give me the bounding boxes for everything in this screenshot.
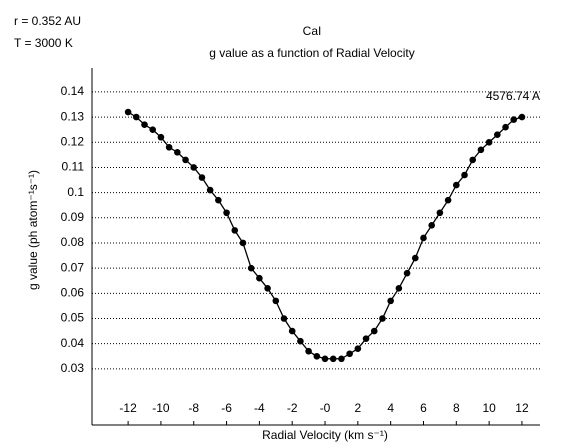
data-point	[461, 171, 468, 179]
data-point	[444, 196, 452, 204]
data-point	[182, 156, 189, 164]
y-tick-label: 0.05	[61, 311, 85, 325]
y-tick-label: 0.08	[61, 235, 85, 249]
data-point	[165, 144, 173, 151]
data-point	[362, 335, 370, 342]
x-tick-label: 4	[387, 401, 394, 415]
data-point	[329, 355, 337, 363]
data-point	[494, 131, 501, 139]
data-point	[264, 284, 271, 292]
data-point	[149, 126, 157, 133]
data-point	[231, 227, 239, 234]
x-tick-label: -8	[188, 401, 199, 415]
data-point	[313, 352, 321, 360]
y-tick-label: 0.11	[62, 160, 85, 174]
data-point	[124, 108, 132, 116]
y-tick-label: 0.06	[61, 285, 85, 299]
data-point	[198, 174, 206, 181]
data-point	[280, 315, 288, 322]
data-point	[305, 347, 312, 355]
data-point	[502, 123, 509, 131]
data-point	[338, 355, 345, 363]
y-tick-label: 0.09	[61, 210, 85, 224]
data-point	[436, 209, 444, 217]
x-tick-label: -4	[254, 401, 265, 415]
x-tick-label: 8	[453, 401, 460, 415]
data-point	[395, 284, 403, 292]
data-point	[379, 315, 386, 322]
data-point	[518, 113, 526, 121]
y-tick-label: 0.14	[61, 84, 85, 98]
data-point	[354, 345, 362, 353]
x-axis-label: Radial Velocity (km s⁻¹)	[262, 428, 388, 442]
data-point	[387, 297, 394, 305]
data-point	[370, 327, 378, 335]
annotation: r = 0.352 AU	[14, 14, 81, 28]
data-point	[223, 209, 230, 217]
data-point	[485, 138, 493, 146]
x-tick-label: -6	[221, 401, 232, 415]
data-point	[403, 269, 411, 277]
x-tick-label: -12	[119, 401, 137, 415]
y-tick-label: 0.04	[61, 336, 85, 350]
data-point	[469, 156, 477, 164]
y-tick-label: 0.12	[61, 134, 85, 148]
y-tick-label: 0.13	[61, 109, 85, 123]
y-tick-label: 0.07	[61, 260, 85, 274]
data-point	[453, 181, 460, 189]
x-tick-label: -2	[287, 401, 298, 415]
annotation: T = 3000 K	[14, 36, 73, 50]
series-label: 4576.74 A	[486, 89, 540, 103]
series-line	[127, 111, 523, 360]
data-point	[297, 337, 304, 345]
data-point	[157, 133, 165, 141]
chart-title: CaI	[303, 24, 322, 38]
data-point	[346, 350, 353, 358]
data-point	[256, 274, 263, 282]
y-axis-label: g value (ph atom⁻¹s⁻¹)	[26, 170, 40, 290]
y-tick-label: 0.1	[67, 185, 84, 199]
chart-subtitle: g value as a function of Radial Velocity	[209, 46, 414, 60]
data-point	[141, 121, 148, 128]
data-point	[510, 116, 518, 123]
x-tick-label: 6	[420, 401, 427, 415]
data-point	[190, 164, 198, 171]
data-point	[247, 264, 255, 272]
y-tick-label: 0.03	[61, 361, 85, 375]
data-point	[206, 186, 214, 194]
data-point	[420, 234, 427, 242]
x-tick-label: -10	[152, 401, 170, 415]
data-point	[411, 254, 419, 262]
data-point	[133, 113, 140, 121]
x-tick-label: -0	[320, 401, 331, 415]
x-tick-label: 12	[515, 401, 529, 415]
x-tick-label: 2	[355, 401, 362, 415]
x-tick-label: 10	[482, 401, 496, 415]
data-point	[288, 327, 296, 335]
data-point	[428, 222, 435, 229]
data-point	[272, 297, 280, 305]
data-point	[321, 355, 329, 363]
data-point	[239, 239, 247, 247]
data-point	[215, 196, 222, 204]
data-point	[174, 149, 181, 156]
data-point	[477, 146, 485, 154]
